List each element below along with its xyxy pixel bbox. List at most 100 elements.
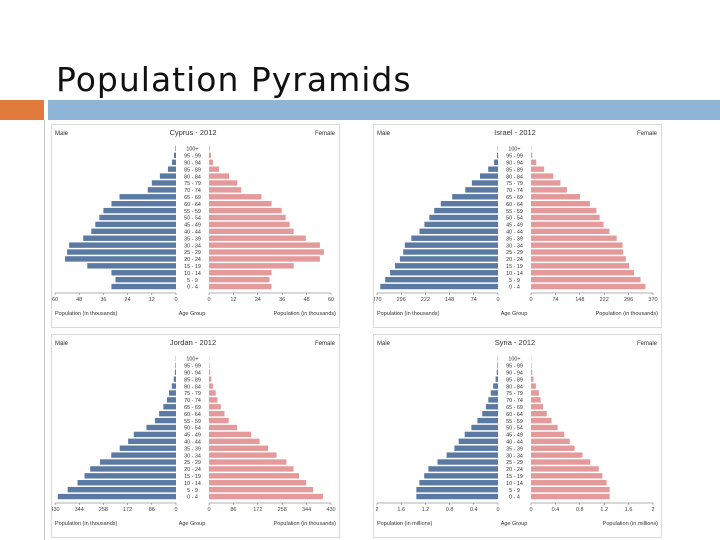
chart-title: Israel - 2012 [494,128,536,137]
age-group-label: 80 - 84 [506,384,523,390]
age-group-label: 75 - 79 [184,391,201,397]
age-group-label: 45 - 49 [184,433,201,439]
male-bar [115,276,176,283]
female-bar [209,283,272,290]
female-bar [531,256,626,262]
male-bar [151,180,176,186]
age-group-label: 15 - 19 [184,264,201,270]
chart-title: Syria - 2012 [495,338,535,347]
age-group-label: 75 - 79 [506,391,523,397]
tick-label-left: 0 [496,507,499,513]
male-bar [175,145,176,152]
male-bar [411,235,498,241]
male-bar [497,152,498,159]
age-group-label: 25 - 29 [506,460,523,466]
female-bar [531,207,597,214]
male-bar [416,493,498,500]
female-bar [531,383,536,389]
male-bar [434,207,498,214]
female-bar [209,376,212,382]
tick-label-right: 0 [207,297,210,303]
female-bar [531,152,533,159]
age-group-label: 30 - 34 [184,453,201,459]
male-bar [485,404,498,410]
female-bar [209,235,306,241]
x-axis-label-left: Population (in thousands) [55,521,118,527]
male-bar [424,221,498,228]
age-group-label: 60 - 64 [506,202,523,208]
tick-label-left: 430 [52,507,60,513]
age-group-label: 80 - 84 [184,174,201,180]
tick-label-right: 12 [230,297,236,303]
female-bar [531,445,575,451]
age-group-label: 35 - 39 [184,446,201,452]
male-bar [471,180,498,186]
female-bar [209,404,221,410]
age-group-label: 55 - 59 [184,419,201,425]
age-group-label: 25 - 29 [184,250,201,256]
male-label: Male [55,131,69,137]
age-group-label: 100+ [508,357,520,363]
female-bar [531,276,641,283]
female-bar [531,452,583,458]
male-bar [419,228,498,235]
female-bar [209,480,307,486]
age-group-label: 65 - 69 [184,405,201,411]
female-bar [209,180,238,186]
male-bar [133,431,176,438]
male-bar [477,417,498,424]
female-bar [209,249,324,255]
age-group-label: 5 - 9 [187,278,198,284]
female-bar [209,159,214,165]
age-group-label: 20 - 24 [506,467,523,473]
female-bar [209,410,225,417]
age-group-label: 70 - 74 [184,398,201,404]
male-bar [65,256,176,262]
male-bar [493,383,498,389]
male-bar [454,445,498,451]
male-bar [424,473,498,479]
tick-label-left: 0.4 [470,507,478,513]
female-bar [531,438,570,445]
male-bar [390,270,498,276]
tick-label-right: 0 [207,507,210,513]
age-group-label: 65 - 69 [184,195,201,201]
male-bar [497,362,498,369]
female-bar [209,152,212,159]
male-bar [171,383,176,389]
male-bar [154,417,176,424]
male-label: Male [55,341,69,347]
male-bar [171,159,176,165]
tick-label-left: 24 [125,297,131,303]
female-bar [531,263,630,269]
female-bar [209,417,229,424]
female-bar [209,431,252,438]
tick-label-right: 24 [255,297,261,303]
female-bar [209,276,270,283]
male-label: Male [377,131,391,137]
male-bar [87,263,176,269]
age-group-label: 20 - 24 [184,257,201,263]
age-group-label: 80 - 84 [506,174,523,180]
female-bar [209,473,300,479]
age-group-label: 0 - 4 [187,495,198,501]
tick-label-right: 370 [648,297,657,303]
age-group-label: 30 - 34 [506,453,523,459]
male-bar [464,431,498,438]
age-group-label: 60 - 64 [184,412,201,418]
tick-label-left: 74 [471,297,477,303]
x-axis-label-left: Population (in thousands) [377,311,440,317]
age-group-label: 15 - 19 [506,264,523,270]
tick-label-left: 370 [374,297,382,303]
age-group-label: 90 - 94 [184,160,201,166]
male-bar [99,214,176,221]
female-bar [209,493,323,500]
tick-label-right: 344 [302,507,311,513]
age-group-label: 70 - 74 [506,188,523,194]
age-group-label: 40 - 44 [506,440,523,446]
age-group-label: 85 - 89 [184,167,201,173]
female-bar [209,270,272,276]
female-bar [209,187,242,193]
